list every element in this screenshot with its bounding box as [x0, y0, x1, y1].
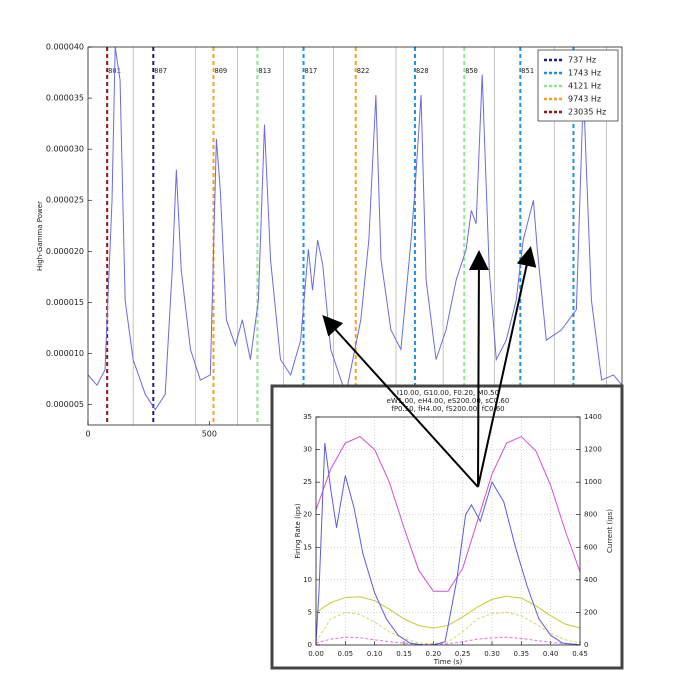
event-label: 850 [465, 67, 478, 75]
y-tick-label: 20 [303, 511, 312, 519]
event-label: 851 [521, 67, 534, 75]
y-tick-label: 0.000020 [46, 247, 84, 256]
x-tick-label: 0.00 [308, 650, 324, 658]
chart-title: eW1.00, eH4.00, eS200.00, sC0.60 [387, 397, 510, 405]
x-tick-label: 0.25 [455, 650, 471, 658]
legend-label: 737 Hz [568, 56, 596, 65]
y-tick-label: 0 [308, 641, 312, 649]
y-tick-label: 15 [303, 543, 312, 551]
y-tick-label: 0.000040 [46, 43, 84, 52]
y-axis-label: High-Gamma Power [36, 201, 44, 271]
x-tick-label: 0.05 [338, 650, 354, 658]
x-tick-label: 0.15 [396, 650, 412, 658]
y2-axis-label: Current (ips) [606, 509, 614, 553]
arrow [322, 315, 479, 488]
x-tick-label: 0 [85, 430, 90, 439]
y-tick-label: 0.000005 [46, 400, 84, 409]
y-tick-label: 0.000035 [46, 94, 84, 103]
y-tick-label: 25 [303, 478, 312, 486]
event-label: 813 [258, 67, 271, 75]
y-tick-label: 0.000030 [46, 145, 84, 154]
arrow [468, 250, 489, 488]
event-label: 828 [416, 67, 429, 75]
y2-tick-label: 1400 [584, 413, 602, 421]
chart: 0 5 10 15 20 25 30 35 0.00 0.05 0.10 0.15 0.20 0.25 0.… [270, 384, 624, 670]
chart: 0.000005 0.000010 0.000015 0.000020 0.000025… [36, 43, 623, 439]
event-label: 807 [154, 67, 167, 75]
y-tick-label: 35 [303, 413, 312, 421]
chart-title: fP0.50, fH4.00, fS200.00, fC0.60 [391, 405, 504, 413]
y2-tick-label: 1200 [584, 446, 602, 454]
annotation-arrows [322, 246, 537, 488]
legend-label: 23035 Hz [568, 108, 606, 117]
series-line [316, 435, 580, 592]
y2-tick-label: 200 [584, 608, 597, 616]
y2-tick-label: 0 [584, 641, 588, 649]
x-tick-label: 0.30 [484, 650, 500, 658]
x-tick-label: 0.35 [514, 650, 530, 658]
event-label: 817 [305, 67, 318, 75]
y-tick-label: 30 [303, 446, 312, 454]
x-tick-label: 500 [202, 430, 217, 439]
legend-label: 9743 Hz [568, 95, 601, 104]
y-tick-label: 0.000025 [46, 196, 84, 205]
x-tick-label: 0.45 [572, 650, 588, 658]
y-tick-label: 10 [303, 576, 312, 584]
plot-area [316, 417, 580, 645]
legend-label: 1743 Hz [568, 69, 601, 78]
plot-frame [315, 416, 581, 646]
chart-title: I10.00, G10.00, F0.20, M0.50 [397, 389, 499, 397]
y2-tick-label: 800 [584, 511, 597, 519]
series-line [316, 442, 580, 645]
series-line [316, 636, 580, 645]
y-axis-label: Firing Rate (ips) [294, 503, 302, 558]
legend-label: 4121 Hz [568, 82, 601, 91]
event-label: 809 [214, 67, 227, 75]
x-tick-label: 0.40 [543, 650, 559, 658]
y2-tick-label: 1000 [584, 478, 602, 486]
y-tick-label: 5 [308, 608, 312, 616]
y2-tick-label: 400 [584, 576, 597, 584]
arrow [477, 246, 537, 488]
y-tick-label: 0.000015 [46, 298, 84, 307]
y2-tick-label: 600 [584, 543, 597, 551]
x-tick-label: 0.20 [426, 650, 442, 658]
series-line [88, 47, 622, 411]
x-tick-label: 0.10 [367, 650, 383, 658]
x-axis-label: Time (s) [433, 658, 463, 666]
event-label: 822 [357, 67, 370, 75]
series-line [316, 611, 580, 645]
y-tick-label: 0.000010 [46, 349, 84, 358]
